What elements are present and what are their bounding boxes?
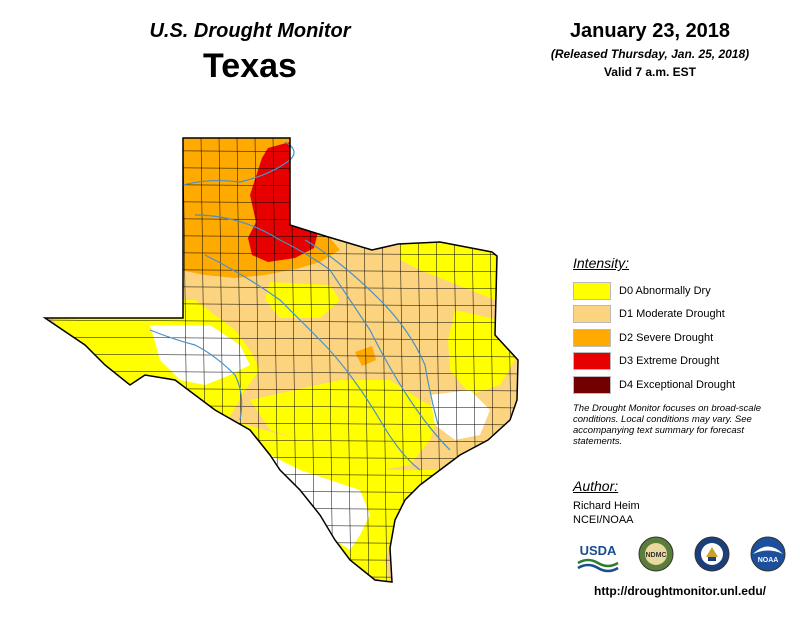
county-line [45,336,518,341]
legend-title: Intensity: [573,255,630,271]
county-line [45,489,518,494]
colorado-river [204,254,421,471]
red-river [182,141,295,186]
legend-swatch-d2 [573,328,611,347]
legend-label-d1: D1 Moderate Drought [619,308,725,321]
county-line [40,592,530,595]
svg-text:NOAA: NOAA [758,557,779,564]
legend-label-d2: D2 Severe Drought [619,331,714,344]
legend-swatch-d0 [573,281,611,300]
ndmc-logo[interactable]: NDMC [638,536,674,572]
legend-item-d1: D1 Moderate Drought [573,303,788,327]
map-date: January 23, 2018 [569,20,731,42]
commerce-seal-logo[interactable] [694,536,730,572]
svg-text:NDMC: NDMC [646,552,667,559]
usda-logo[interactable]: USDA [577,543,619,573]
legend-swatch-d1 [573,305,611,324]
date-block: January 23, 2018 (Released Thursday, Jan… [520,20,780,79]
drought-areas [45,138,518,582]
website-link[interactable]: http://droughtmonitor.unl.edu/ [594,584,766,598]
legend-label-d3: D3 Extreme Drought [619,355,720,368]
rio-grande [149,329,243,421]
legend-note: The Drought Monitor focuses on broad-sca… [573,402,761,447]
state-title: Texas [203,47,297,85]
legend-label-d0: D0 Abnormally Dry [619,284,711,297]
county-line [45,319,518,324]
county-line [45,557,518,562]
county-line [45,523,518,528]
title-block: U.S. Drought Monitor Texas [120,20,380,86]
author-org: NCEI/NOAA [573,514,634,526]
noaa-logo[interactable]: NOAA [750,536,786,572]
brazos-river [194,214,451,451]
county-line [45,506,518,511]
legend-item-d3: D3 Extreme Drought [573,350,788,374]
legend-label-d4: D4 Exceptional Drought [619,378,736,391]
legend-item-d4: D4 Exceptional Drought [573,373,788,397]
trinity-river [304,239,439,426]
county-line [45,370,518,375]
agency-logos: USDA NDMC NOAA [577,536,786,573]
d0-central-area [250,380,440,470]
legend-item-d2: D2 Severe Drought [573,326,788,350]
county-line [45,574,518,579]
county-line [45,353,518,358]
author-block: Author: Richard Heim NCEI/NOAA [573,478,773,527]
valid-time: Valid 7 a.m. EST [603,65,697,79]
none-south-texas-area [270,455,370,550]
author-heading: Author: [573,478,619,494]
county-line [45,540,518,545]
d0-north-central-area [265,282,340,318]
app-title: U.S. Drought Monitor [149,20,351,42]
legend: Intensity: D0 Abnormally Dry D1 Moderate… [573,255,788,447]
legend-swatch-d4 [573,375,611,394]
rivers [149,141,451,471]
legend-swatch-d3 [573,352,611,371]
legend-item-d0: D0 Abnormally Dry [573,279,788,303]
svg-text:USDA: USDA [580,543,617,558]
texas-outline [42,137,519,583]
release-date: (Released Thursday, Jan. 25, 2018) [550,47,750,61]
author-name: Richard Heim [573,500,640,512]
d0-northeast-area [400,240,495,300]
texas-drought-map [40,137,530,595]
